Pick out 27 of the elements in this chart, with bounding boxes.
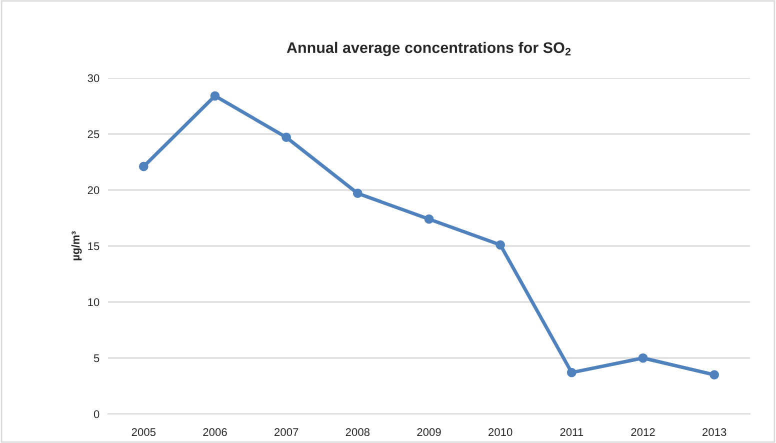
y-tick-label: 15 bbox=[88, 242, 100, 250]
y-axis-title: µg/m³ bbox=[71, 231, 82, 260]
y-tick-label: 0 bbox=[94, 410, 100, 418]
point bbox=[210, 91, 220, 101]
x-tick-label: 2008 bbox=[346, 428, 370, 436]
point bbox=[282, 132, 292, 142]
point bbox=[566, 368, 576, 378]
x-tick-label: 2006 bbox=[203, 428, 227, 436]
point bbox=[638, 353, 648, 363]
point bbox=[352, 188, 362, 198]
y-tick-label: 25 bbox=[88, 130, 100, 138]
x-tick-label: 2005 bbox=[132, 428, 156, 436]
x-tick-label: 2012 bbox=[631, 428, 655, 436]
x-tick-label: 2009 bbox=[417, 428, 441, 436]
point bbox=[138, 162, 148, 172]
y-tick-label: 30 bbox=[88, 74, 100, 82]
x-tick-label: 2011 bbox=[560, 428, 584, 436]
chart-title: Annual average concentrations for SO$_{2}$ bbox=[286, 42, 571, 56]
x-tick-label: 2010 bbox=[488, 428, 512, 436]
x-tick-label: 2013 bbox=[702, 428, 726, 436]
y-tick-label: 20 bbox=[88, 186, 100, 194]
y-tick-label: 5 bbox=[94, 354, 100, 362]
point bbox=[710, 370, 720, 380]
point bbox=[424, 214, 434, 224]
point bbox=[496, 240, 506, 250]
x-tick-label: 2007 bbox=[274, 428, 298, 436]
y-tick-label: 10 bbox=[88, 298, 100, 306]
